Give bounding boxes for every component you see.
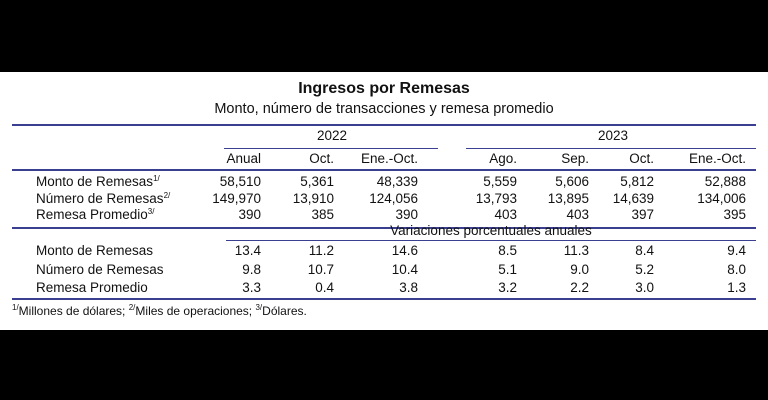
row-label: Monto de Remesas — [36, 243, 154, 258]
table-cell: 5,361 — [300, 174, 334, 189]
table-cell: 1.3 — [727, 280, 746, 295]
row-label: Remesa Promedio — [36, 280, 148, 295]
table-cell: 48,339 — [376, 174, 418, 189]
table-cell: 8.4 — [635, 243, 654, 258]
table-cell: 2.2 — [570, 280, 589, 295]
top-rule — [12, 124, 756, 126]
year-2022-underline — [224, 148, 438, 149]
row-footnote-marker: 2/ — [163, 191, 171, 200]
table-cell: 403 — [494, 207, 517, 222]
table-cell: 390 — [238, 207, 261, 222]
table-cell: 5,606 — [555, 174, 589, 189]
table-cell: 14.6 — [391, 243, 418, 258]
table-cell: 13,793 — [475, 191, 517, 206]
footnotes: 1/Millones de dólares; 2/Miles de operac… — [12, 303, 307, 319]
row-label-text: Remesa Promedio — [36, 207, 148, 222]
year-2022-header: 2022 — [316, 128, 348, 143]
table-cell: 395 — [723, 207, 746, 222]
table-cell: 403 — [566, 207, 589, 222]
table-cell: 5,559 — [483, 174, 517, 189]
table-cell: 5.1 — [498, 262, 517, 277]
row-label: Número de Remesas2/ — [36, 191, 170, 207]
table-cell: 397 — [631, 207, 654, 222]
section-rule — [12, 227, 756, 229]
table-cell: 3.8 — [399, 280, 418, 295]
row-label-text: Número de Remesas — [36, 191, 164, 206]
table-cell: 9.0 — [570, 262, 589, 277]
table-cell: 10.4 — [391, 262, 418, 277]
table-cell: 8.0 — [727, 262, 746, 277]
table-cell: 0.4 — [315, 280, 334, 295]
table-cell: 11.3 — [563, 243, 589, 258]
year-2023-header: 2023 — [597, 128, 629, 143]
footnote-text: Millones de dólares; — [18, 304, 129, 318]
table-cell: 14,639 — [612, 191, 654, 206]
table-cell: 385 — [311, 207, 334, 222]
table-cell: 149,970 — [212, 191, 261, 206]
header-rule — [12, 169, 756, 171]
table-cell: 390 — [395, 207, 418, 222]
table-cell: 3.2 — [498, 280, 517, 295]
table-cell: 10.7 — [307, 262, 334, 277]
section-label: Variaciones porcentuales anuales — [390, 223, 592, 238]
footnote-text: Miles de operaciones; — [135, 304, 256, 318]
table-cell: 3.3 — [242, 280, 261, 295]
table-cell: 9.4 — [727, 243, 746, 258]
footnote-text: Dólares. — [262, 304, 307, 318]
table-cell: 134,006 — [697, 191, 746, 206]
footnote-marker: 3/ — [255, 303, 263, 312]
table-title: Ingresos por Remesas — [298, 80, 470, 97]
table-cell: 13,895 — [547, 191, 589, 206]
row-label: Número de Remesas — [36, 262, 164, 277]
bottom-rule — [12, 298, 756, 300]
footnote-marker: 2/ — [128, 303, 136, 312]
column-header: Ene.-Oct. — [360, 151, 418, 166]
table-cell: 11.2 — [308, 243, 334, 258]
table-cell: 52,888 — [704, 174, 746, 189]
column-header: Oct. — [629, 151, 654, 166]
table-cell: 3.0 — [635, 280, 654, 295]
row-label: Monto de Remesas1/ — [36, 174, 160, 190]
column-header: Oct. — [309, 151, 334, 166]
remittances-table-document: Ingresos por Remesas Monto, número de tr… — [0, 72, 768, 330]
table-cell: 13.4 — [234, 243, 261, 258]
column-header: Ene.-Oct. — [688, 151, 746, 166]
row-label-text: Monto de Remesas — [36, 174, 154, 189]
table-cell: 58,510 — [219, 174, 261, 189]
table-cell: 8.5 — [498, 243, 517, 258]
table-subtitle: Monto, número de transacciones y remesa … — [214, 101, 554, 117]
table-cell: 9.8 — [242, 262, 261, 277]
column-header: Anual — [226, 151, 261, 166]
table-cell: 5,812 — [620, 174, 654, 189]
footnote-marker: 1/ — [12, 303, 19, 312]
table-cell: 13,910 — [292, 191, 334, 206]
row-label: Remesa Promedio3/ — [36, 207, 154, 223]
row-footnote-marker: 1/ — [153, 174, 160, 183]
column-header: Ago. — [489, 151, 517, 166]
row-footnote-marker: 3/ — [147, 207, 155, 216]
section-underline — [226, 240, 756, 241]
table-cell: 5.2 — [635, 262, 654, 277]
year-2023-underline — [466, 148, 756, 149]
column-header: Sep. — [561, 151, 589, 166]
table-cell: 124,056 — [369, 191, 418, 206]
